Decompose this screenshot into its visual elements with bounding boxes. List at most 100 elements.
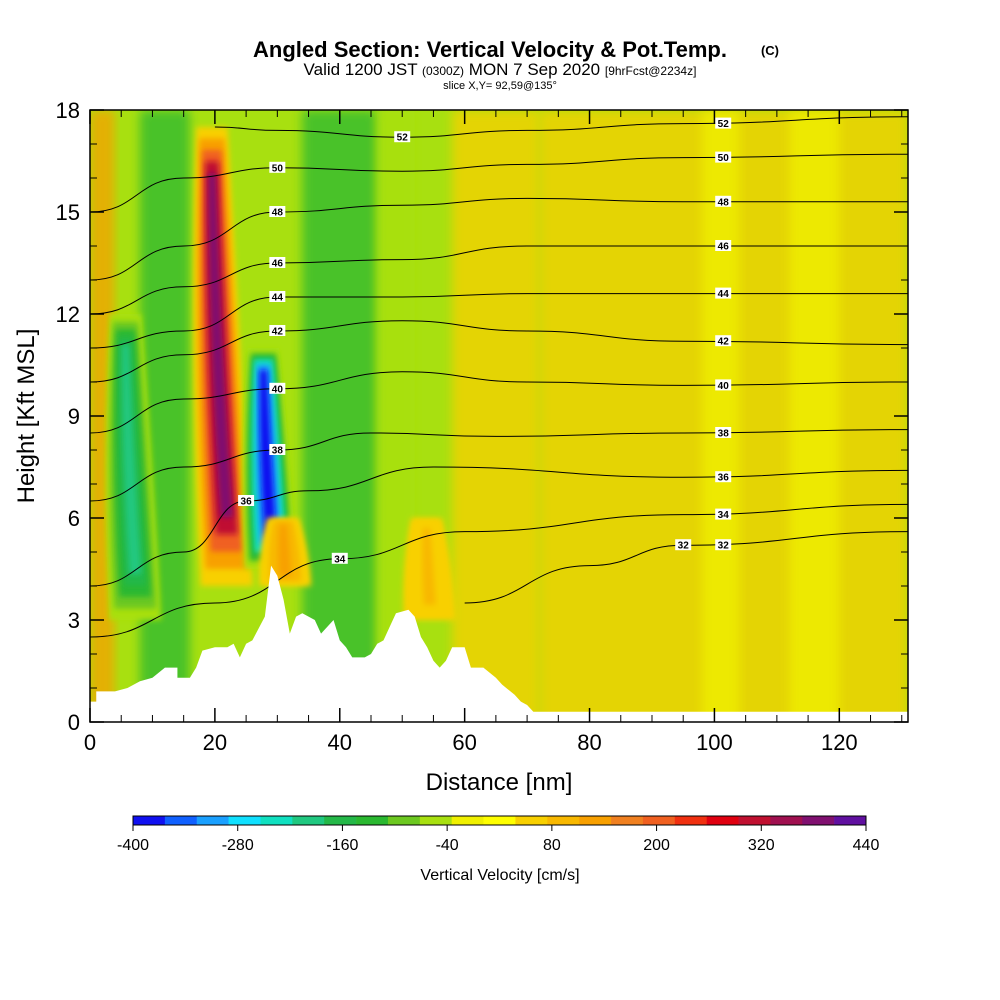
x-tick-label: 60 (452, 730, 476, 755)
contour-label-text: 44 (272, 293, 284, 304)
colorbar-swatch (292, 816, 325, 825)
colorbar-swatch (706, 816, 739, 825)
contour-label-text: 52 (718, 119, 730, 130)
terrain (90, 565, 908, 722)
colorbar-swatch (260, 816, 293, 825)
contour-label-bg (715, 335, 732, 347)
contour-label-bg (394, 131, 411, 143)
contour-label-text: 46 (272, 259, 284, 270)
colorbar-swatch (642, 816, 676, 825)
velocity-band (452, 110, 540, 722)
contour-label-42: 42 (269, 325, 286, 338)
pot-temp-contours: 32 32 34 34 36 36 38 38 40 40 42 42 44 44 46 46 48 48 50 50… (90, 116, 908, 638)
contour-label-text: 48 (718, 197, 730, 208)
downdraft-core (105, 314, 162, 620)
colorbar-swatch (515, 816, 548, 825)
colorbar-swatch (164, 816, 198, 825)
contour-label-42: 42 (715, 335, 732, 348)
x-tick-label: 120 (821, 730, 858, 755)
contour-label-34: 34 (715, 508, 732, 521)
contour-label-text: 52 (397, 133, 409, 144)
contour-label-44: 44 (269, 291, 286, 304)
colorbar-swatch (419, 816, 452, 825)
contour-label-32: 32 (675, 539, 692, 552)
contour-label-40: 40 (269, 382, 286, 395)
updraft-core (403, 518, 456, 620)
subtitle-valid: Valid 1200 JST (304, 60, 418, 79)
colorbar-swatch (802, 816, 835, 825)
contour-label-52: 52 (394, 131, 411, 144)
contour-label-32: 32 (715, 539, 732, 552)
contour-label-bg (269, 206, 286, 217)
contour-label-bg (715, 240, 732, 251)
colorbar-swatch (196, 816, 229, 825)
colorbar-swatch (579, 816, 612, 825)
contour-label-bg (269, 444, 286, 455)
colorbar-swatch (387, 816, 421, 825)
updraft-core (259, 518, 312, 586)
contour-label-text: 36 (718, 473, 730, 484)
contour-label-text: 50 (718, 153, 730, 164)
colorbar-swatch (738, 816, 771, 825)
y-tick-label: 6 (68, 506, 80, 531)
x-tick-label: 100 (696, 730, 733, 755)
contour-label-46: 46 (715, 240, 732, 253)
contour-label-48: 48 (269, 206, 286, 219)
y-axis-label: Height [Kft MSL] (13, 329, 40, 504)
slice-label: slice X,Y= 92,59@135° (443, 80, 557, 92)
contour-label-bg (269, 257, 286, 268)
x-tick-label: 80 (577, 730, 601, 755)
colorbar-swatch (324, 816, 357, 825)
chart-title-mark: (C) (761, 43, 779, 58)
contour-label-38: 38 (269, 444, 286, 457)
contour-label-44: 44 (715, 287, 732, 300)
chart-subtitle: Valid 1200 JST (0300Z) MON 7 Sep 2020 [9… (304, 60, 697, 79)
contour-48 (90, 197, 908, 281)
velocity-level (278, 524, 292, 576)
contour-label-bg (715, 427, 732, 438)
velocity-band (789, 110, 840, 722)
velocity-level (208, 172, 233, 518)
contour-label-text: 36 (241, 497, 253, 508)
y-tick-label: 0 (68, 710, 80, 735)
colorbar-tick-label: -160 (326, 837, 358, 854)
colorbar-swatch (228, 816, 261, 825)
colorbar-swatch (611, 816, 644, 825)
colorbar-tick-label: 200 (643, 837, 670, 854)
y-tick-label: 3 (68, 608, 80, 633)
contour-label-text: 42 (718, 337, 730, 348)
chart-title: Angled Section: Vertical Velocity & Pot.… (253, 37, 727, 62)
contour-label-bg (715, 471, 732, 483)
colorbar-tick-label: -400 (117, 837, 149, 854)
x-axis: 0 20 40 60 80 100 120 (84, 110, 903, 755)
contour-label-bg (331, 552, 348, 564)
contour-44 (90, 293, 908, 349)
contour-label-bg (715, 508, 732, 520)
colorbar-swatch (547, 816, 580, 825)
y-tick-label: 18 (56, 98, 80, 123)
contour-label-bg (715, 287, 732, 299)
velocity-level (121, 344, 142, 575)
colorbar-tick-label: -280 (222, 837, 254, 854)
colorbar-swatch (356, 816, 389, 825)
contour-label-50: 50 (715, 151, 732, 164)
y-tick-label: 15 (56, 200, 80, 225)
contour-label-36: 36 (238, 495, 255, 508)
plot-area: 32 32 34 34 36 36 38 38 40 40 42 42 44 44 46 46 48 48 50 50… (90, 110, 908, 722)
contour-label-text: 48 (272, 208, 284, 219)
colorbar-swatch (133, 816, 166, 825)
colorbar-swatch (483, 816, 516, 825)
contour-label-text: 38 (718, 429, 730, 440)
contour-label-text: 44 (718, 289, 730, 300)
colorbar-swatch (834, 816, 867, 825)
contour-label-text: 42 (272, 327, 284, 338)
colorbar-tick-label: 320 (748, 837, 775, 854)
contour-label-50: 50 (269, 161, 286, 174)
contour-label-38: 38 (715, 427, 732, 440)
contour-label-text: 40 (272, 384, 284, 395)
velocity-level (259, 370, 277, 536)
contour-label-bg (269, 161, 286, 173)
x-tick-label: 0 (84, 730, 96, 755)
